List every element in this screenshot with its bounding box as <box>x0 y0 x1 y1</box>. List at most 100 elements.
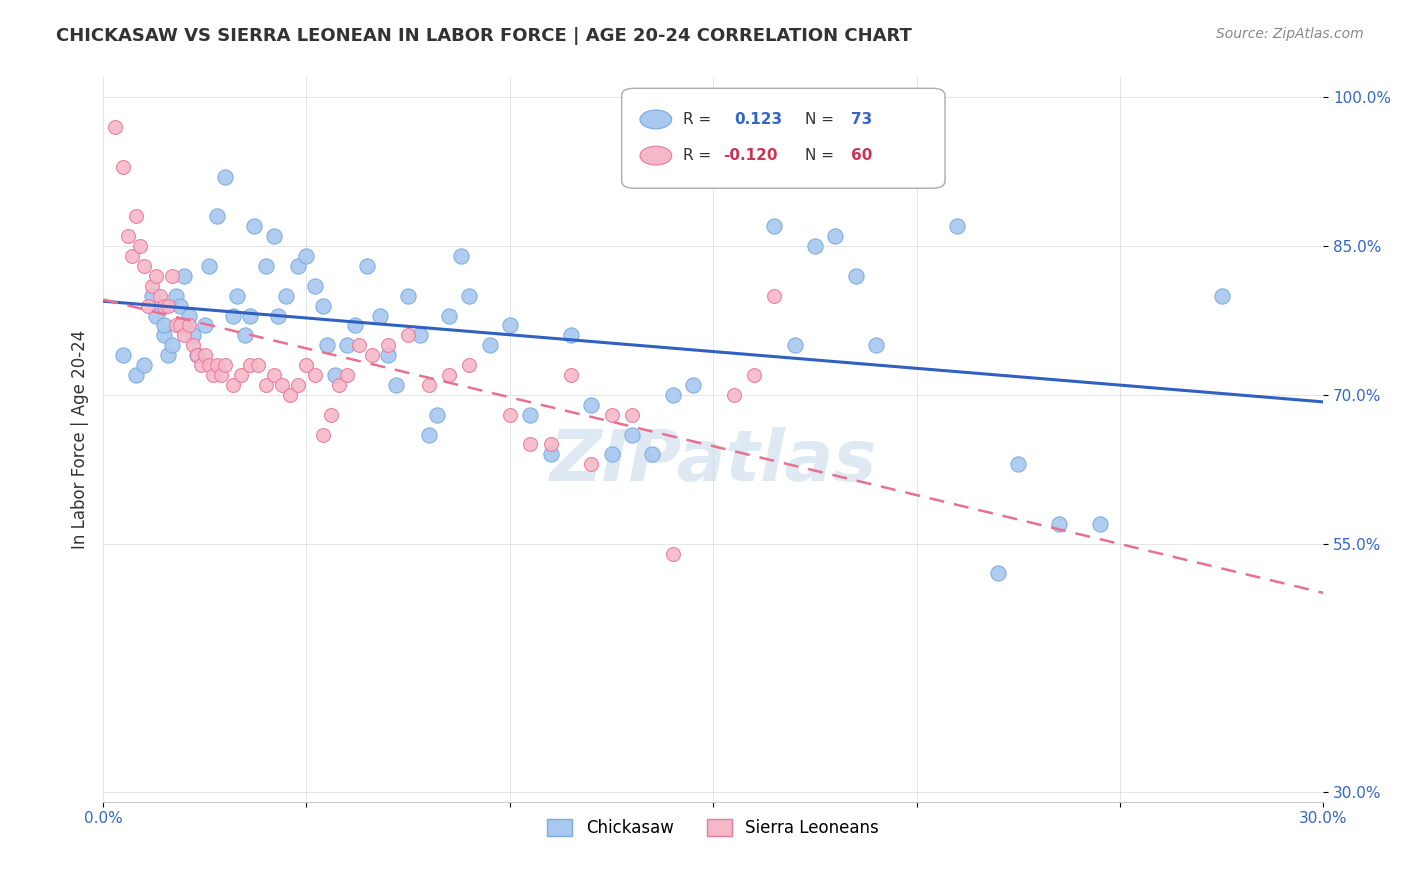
Point <box>377 338 399 352</box>
Point <box>238 309 260 323</box>
Point <box>319 408 342 422</box>
Point <box>132 259 155 273</box>
Point <box>128 239 150 253</box>
Point <box>344 318 367 333</box>
Point <box>458 358 481 372</box>
Point <box>600 408 623 422</box>
Point <box>396 288 419 302</box>
Point <box>418 427 440 442</box>
Legend: Chickasaw, Sierra Leoneans: Chickasaw, Sierra Leoneans <box>541 813 886 844</box>
Point <box>336 368 359 382</box>
Point <box>360 348 382 362</box>
Point <box>117 229 139 244</box>
Point <box>198 259 221 273</box>
Point <box>141 278 163 293</box>
Point <box>312 427 335 442</box>
Point <box>226 288 249 302</box>
Point <box>824 229 846 244</box>
Point <box>276 288 298 302</box>
Point <box>377 348 399 362</box>
Point <box>1088 516 1111 531</box>
Point <box>295 249 318 263</box>
Point <box>181 338 204 352</box>
Point <box>519 408 541 422</box>
Y-axis label: In Labor Force | Age 20-24: In Labor Force | Age 20-24 <box>72 330 89 549</box>
Point <box>600 447 623 461</box>
Point <box>153 318 176 333</box>
Text: 0.123: 0.123 <box>734 112 782 127</box>
Point <box>368 309 391 323</box>
Point <box>186 348 208 362</box>
Point <box>742 368 765 382</box>
Point <box>186 348 208 362</box>
Point <box>271 378 294 392</box>
Point <box>209 368 232 382</box>
Point <box>124 368 146 382</box>
Point <box>121 249 143 263</box>
Point <box>396 328 419 343</box>
Text: Source: ZipAtlas.com: Source: ZipAtlas.com <box>1216 27 1364 41</box>
Point <box>157 299 180 313</box>
Text: N =: N = <box>804 112 834 127</box>
Point <box>141 288 163 302</box>
Point <box>418 378 440 392</box>
Point <box>194 318 217 333</box>
Text: 73: 73 <box>851 112 872 127</box>
Point <box>169 299 191 313</box>
Point <box>385 378 408 392</box>
Point <box>124 210 146 224</box>
Point <box>153 328 176 343</box>
Point <box>946 219 969 234</box>
Point <box>287 259 309 273</box>
Point <box>104 120 127 134</box>
Point <box>437 309 460 323</box>
Point <box>181 328 204 343</box>
Text: ZIPatlas: ZIPatlas <box>550 426 877 496</box>
Point <box>263 368 285 382</box>
Point <box>336 338 359 352</box>
Point <box>136 299 159 313</box>
Point <box>254 259 277 273</box>
Point <box>177 318 200 333</box>
Point <box>263 229 285 244</box>
Point <box>783 338 806 352</box>
Point <box>349 338 371 352</box>
Point <box>132 358 155 372</box>
Point <box>540 437 562 451</box>
Text: R =: R = <box>683 112 711 127</box>
Point <box>267 309 290 323</box>
Point <box>149 288 172 302</box>
Point <box>222 378 245 392</box>
Point <box>458 288 481 302</box>
Point <box>723 160 745 174</box>
Point <box>312 299 335 313</box>
Point <box>165 318 187 333</box>
Point <box>157 348 180 362</box>
Point <box>723 388 745 402</box>
Point <box>173 328 195 343</box>
Point <box>560 368 582 382</box>
Point <box>1047 516 1070 531</box>
Point <box>214 358 236 372</box>
Text: CHICKASAW VS SIERRA LEONEAN IN LABOR FORCE | AGE 20-24 CORRELATION CHART: CHICKASAW VS SIERRA LEONEAN IN LABOR FOR… <box>56 27 912 45</box>
Point <box>194 348 217 362</box>
Point <box>804 239 827 253</box>
Point <box>987 566 1010 581</box>
Point <box>661 388 683 402</box>
Point <box>304 278 326 293</box>
Point <box>540 447 562 461</box>
Point <box>145 309 167 323</box>
Point <box>295 358 318 372</box>
Point <box>112 160 135 174</box>
Point <box>641 447 664 461</box>
Point <box>426 408 449 422</box>
Point <box>315 338 337 352</box>
Point <box>254 378 277 392</box>
Point <box>246 358 269 372</box>
Point <box>287 378 309 392</box>
Point <box>328 378 350 392</box>
Point <box>222 309 245 323</box>
Point <box>190 358 212 372</box>
Point <box>702 140 724 154</box>
Point <box>519 437 541 451</box>
